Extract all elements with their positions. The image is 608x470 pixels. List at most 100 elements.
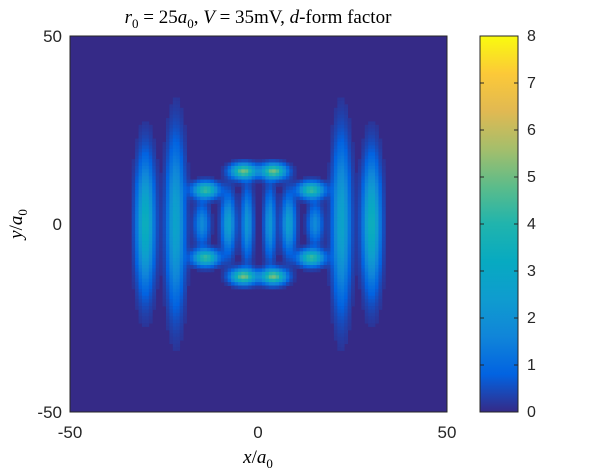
heatmap-cell xyxy=(275,203,280,208)
heatmap-cell xyxy=(162,292,167,297)
heatmap-cell xyxy=(351,282,355,286)
heatmap-cell xyxy=(282,159,287,163)
heatmap-cell xyxy=(344,316,349,321)
heatmap-cell xyxy=(196,244,201,249)
heatmap-cell xyxy=(172,118,177,122)
heatmap-cell xyxy=(368,131,372,136)
heatmap-cell xyxy=(193,251,198,256)
heatmap-cell xyxy=(364,169,369,174)
heatmap-cell xyxy=(272,237,277,242)
heatmap-cell xyxy=(138,306,143,310)
heatmap-cell xyxy=(272,196,277,201)
heatmap-cell xyxy=(375,179,379,184)
heatmap-cell xyxy=(189,193,194,198)
heatmap-cell xyxy=(172,131,177,136)
heatmap-cell xyxy=(145,306,150,310)
heatmap-cell xyxy=(145,179,150,184)
heatmap-cell xyxy=(357,169,362,174)
heatmap-cell xyxy=(323,186,328,191)
heatmap-cell xyxy=(220,230,225,235)
heatmap-cell xyxy=(320,244,325,249)
heatmap-cell xyxy=(138,288,143,293)
heatmap-cell xyxy=(333,261,338,266)
heatmap-cell xyxy=(275,172,280,177)
heatmap-cell xyxy=(145,302,150,307)
heatmap-cell xyxy=(176,306,181,310)
heatmap-cell xyxy=(251,227,256,232)
heatmap-cell xyxy=(138,182,143,187)
heatmap-cell xyxy=(261,203,266,208)
heatmap-cell xyxy=(169,176,174,180)
heatmap-cell xyxy=(162,165,167,170)
heatmap-cell xyxy=(327,241,331,245)
heatmap-cell xyxy=(296,200,301,204)
heatmap-cell xyxy=(200,193,205,198)
heatmap-cell xyxy=(316,206,321,211)
heatmap-cell xyxy=(344,182,349,187)
heatmap-cell xyxy=(347,302,352,307)
heatmap-cell xyxy=(251,203,256,208)
heatmap-cell xyxy=(309,186,314,191)
heatmap-cell xyxy=(327,220,331,225)
heatmap-cell xyxy=(364,234,369,239)
colorbar: 0 1 2 3 4 5 6 7 8 xyxy=(479,28,536,421)
heatmap-cell xyxy=(268,258,273,262)
heatmap-cell xyxy=(179,155,184,160)
heatmap-cell xyxy=(261,268,266,273)
heatmap-cell xyxy=(306,261,311,266)
heatmap-cell xyxy=(275,193,280,198)
heatmap-cell xyxy=(203,213,208,218)
heatmap-cell xyxy=(337,97,342,102)
heatmap-cell xyxy=(337,114,342,119)
heatmap-cell xyxy=(135,254,139,259)
heatmap-cell xyxy=(183,124,187,129)
heatmap-cell xyxy=(176,172,181,177)
heatmap-cell xyxy=(141,278,146,283)
heatmap-cell xyxy=(138,206,143,211)
heatmap-cell xyxy=(207,206,211,211)
heatmap-cell xyxy=(138,299,143,304)
heatmap-cell xyxy=(237,165,242,170)
heatmap-cell xyxy=(333,323,338,327)
heatmap-cell xyxy=(306,210,311,215)
heatmap-cell xyxy=(361,155,366,160)
heatmap-cell xyxy=(364,271,369,276)
heatmap-cell xyxy=(330,203,335,208)
heatmap-cell xyxy=(244,182,249,187)
heatmap-cell xyxy=(344,309,349,314)
heatmap-cell xyxy=(381,275,386,280)
heatmap-cell xyxy=(340,131,345,136)
heatmap-cell xyxy=(179,333,184,338)
heatmap-cell xyxy=(354,179,359,184)
heatmap-cell xyxy=(162,155,167,160)
heatmap-cell xyxy=(261,227,266,232)
heatmap-cell xyxy=(179,200,184,204)
heatmap-cell xyxy=(152,254,157,259)
heatmap-cell xyxy=(200,210,205,215)
heatmap-cell xyxy=(306,265,311,269)
heatmap-cell xyxy=(224,217,229,221)
heatmap-cell xyxy=(141,302,146,307)
heatmap-cell xyxy=(145,271,150,276)
heatmap-cell xyxy=(131,162,136,167)
heatmap-cell xyxy=(224,254,229,259)
heatmap-cell xyxy=(183,189,187,194)
heatmap-cell xyxy=(162,230,167,235)
heatmap-cell xyxy=(282,230,287,235)
heatmap-cell xyxy=(292,169,297,174)
heatmap-cell xyxy=(220,165,225,170)
heatmap-cell xyxy=(299,196,304,201)
heatmap-cell xyxy=(258,275,263,280)
heatmap-cell xyxy=(138,312,143,317)
heatmap-cell xyxy=(289,217,294,221)
heatmap-cell xyxy=(268,237,273,242)
heatmap-cell xyxy=(337,278,342,283)
heatmap-cell xyxy=(135,193,139,198)
heatmap-cell xyxy=(148,302,153,307)
heatmap-cell xyxy=(340,224,345,228)
heatmap-cell xyxy=(169,241,174,245)
heatmap-cell xyxy=(169,203,174,208)
heatmap-cell xyxy=(296,265,301,269)
heatmap-cell xyxy=(176,104,181,109)
heatmap-cell xyxy=(251,169,256,174)
